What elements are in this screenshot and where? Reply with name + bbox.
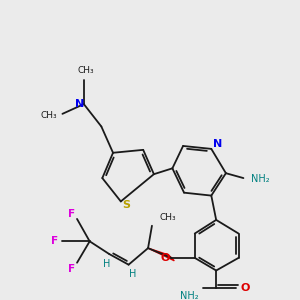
Text: F: F xyxy=(68,264,75,274)
Text: NH₂: NH₂ xyxy=(250,174,269,184)
Text: S: S xyxy=(123,200,130,210)
Text: CH₃: CH₃ xyxy=(160,214,176,223)
Text: CH₃: CH₃ xyxy=(40,111,57,120)
Polygon shape xyxy=(148,248,174,261)
Text: O: O xyxy=(161,253,170,263)
Text: F: F xyxy=(51,236,58,246)
Text: NH₂: NH₂ xyxy=(180,291,198,300)
Text: H: H xyxy=(103,259,111,269)
Text: CH₃: CH₃ xyxy=(77,66,94,75)
Text: H: H xyxy=(129,269,136,279)
Text: F: F xyxy=(68,209,75,219)
Text: N: N xyxy=(214,139,223,149)
Text: N: N xyxy=(75,99,85,109)
Text: O: O xyxy=(241,283,250,293)
